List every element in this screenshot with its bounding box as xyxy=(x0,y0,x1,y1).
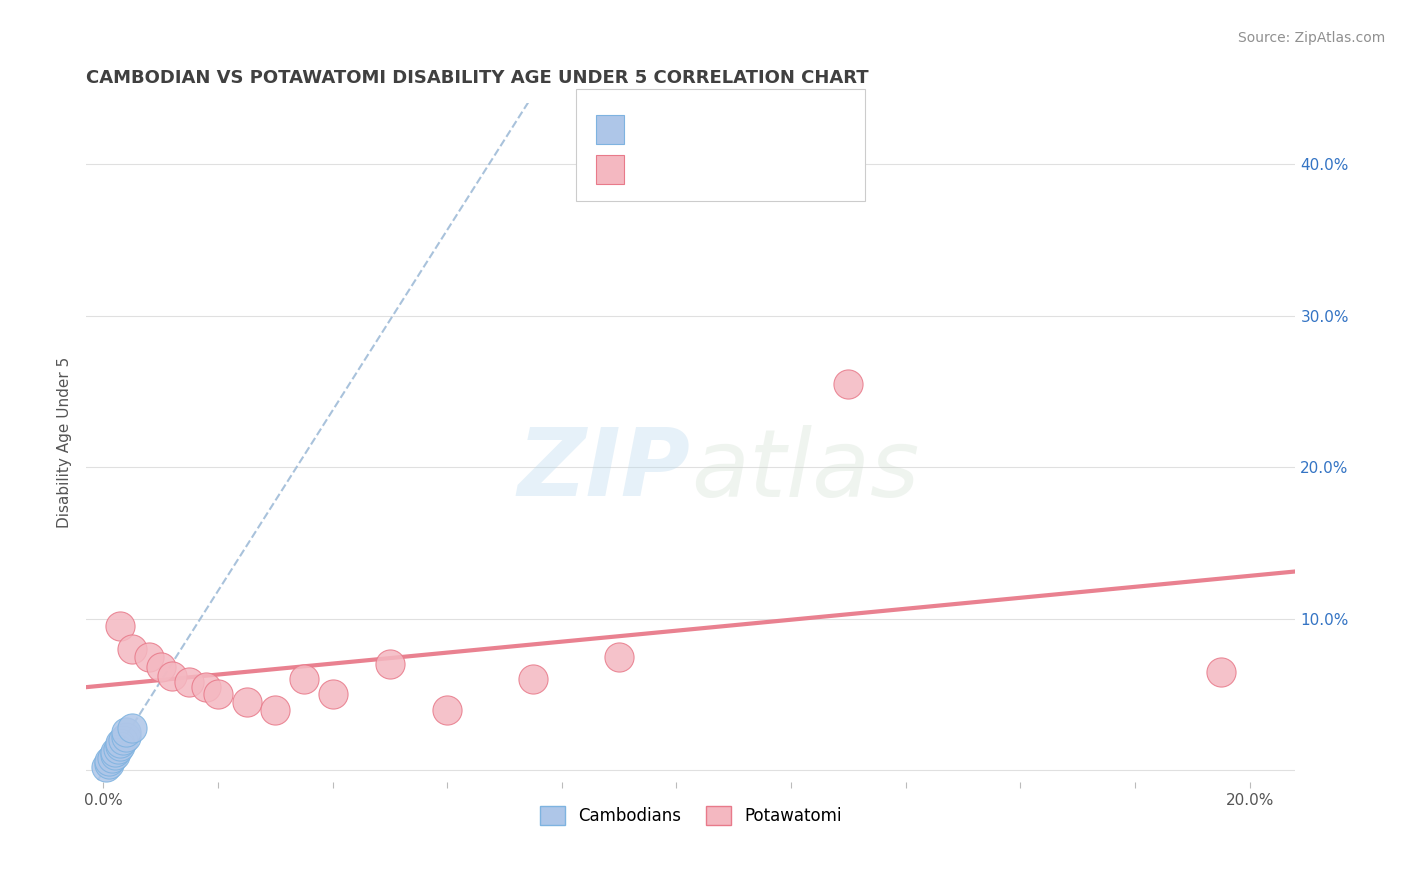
Point xyxy=(607,649,630,664)
Text: Source: ZipAtlas.com: Source: ZipAtlas.com xyxy=(1237,31,1385,45)
Point xyxy=(104,745,127,759)
Point xyxy=(98,757,121,772)
Point xyxy=(837,376,859,391)
Point xyxy=(235,695,257,709)
Point xyxy=(264,703,287,717)
Point xyxy=(110,736,132,750)
Point xyxy=(436,703,458,717)
Point xyxy=(522,673,544,687)
Legend: Cambodians, Potawatomi: Cambodians, Potawatomi xyxy=(533,800,848,831)
Point xyxy=(292,673,315,687)
Point xyxy=(110,739,132,753)
Point xyxy=(121,642,143,657)
Point xyxy=(160,669,183,683)
Point xyxy=(110,619,132,633)
Y-axis label: Disability Age Under 5: Disability Age Under 5 xyxy=(58,357,72,528)
Text: atlas: atlas xyxy=(690,425,920,516)
Point xyxy=(104,747,127,762)
Point xyxy=(207,688,229,702)
Point xyxy=(112,733,135,747)
Point xyxy=(98,754,121,768)
Point xyxy=(195,680,218,694)
Point xyxy=(101,751,124,765)
Point xyxy=(378,657,401,672)
Point xyxy=(179,675,201,690)
Point xyxy=(115,725,138,739)
Point xyxy=(121,721,143,735)
Text: R = 0.019   N = 18: R = 0.019 N = 18 xyxy=(631,159,789,177)
Point xyxy=(149,660,172,674)
Text: ZIP: ZIP xyxy=(517,424,690,516)
Point xyxy=(94,760,117,774)
Point xyxy=(115,730,138,744)
Point xyxy=(138,649,160,664)
Point xyxy=(1209,665,1232,679)
Point xyxy=(107,742,129,756)
Text: R = 0.533   N = 13: R = 0.533 N = 13 xyxy=(631,119,789,136)
Text: CAMBODIAN VS POTAWATOMI DISABILITY AGE UNDER 5 CORRELATION CHART: CAMBODIAN VS POTAWATOMI DISABILITY AGE U… xyxy=(86,69,869,87)
Point xyxy=(322,688,344,702)
